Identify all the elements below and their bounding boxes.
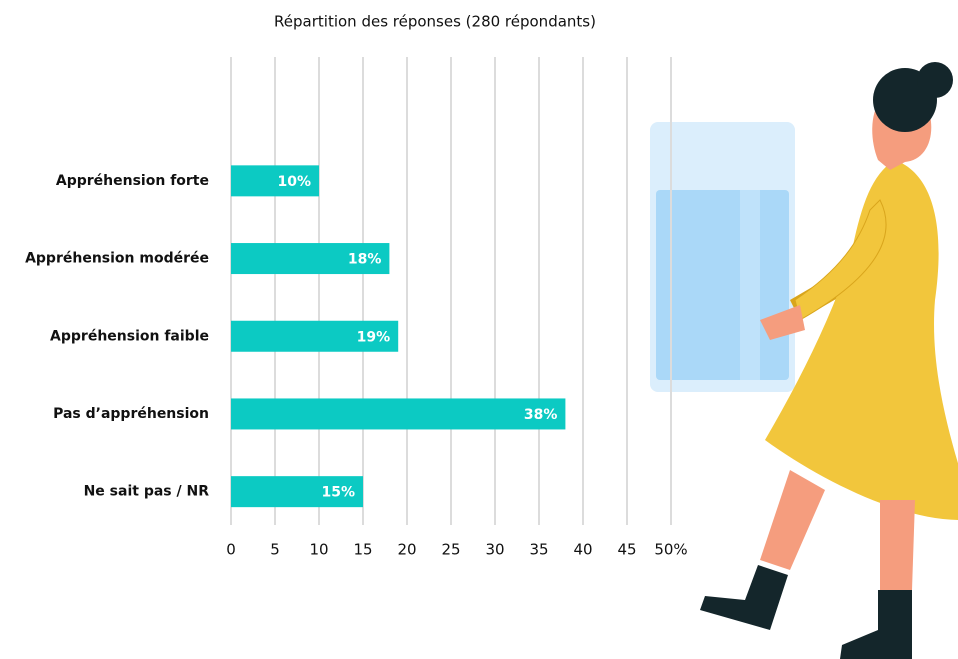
illustration [650,62,958,659]
x-tick-label: 30 [485,541,504,559]
x-tick-label: 40 [573,541,592,559]
x-tick-label: 45 [617,541,636,559]
x-tick-label: 15 [353,541,372,559]
x-tick-label: 5 [270,541,280,559]
value-label: 15% [321,485,355,501]
boot-back [700,565,788,630]
water [656,190,789,380]
category-label: Appréhension modérée [25,251,209,267]
category-label: Appréhension forte [56,173,209,189]
chart-title: Répartition des réponses (280 répondants… [274,13,596,31]
x-tick-label: 25 [441,541,460,559]
boot-front [840,590,912,659]
category-label: Appréhension faible [50,328,209,344]
x-tick-label: 0 [226,541,236,559]
value-label: 10% [277,174,311,190]
hair-bun [917,62,953,98]
bar [231,398,565,429]
glass-shine [740,190,760,380]
x-tick-label: 20 [397,541,416,559]
x-tick-label: 35 [529,541,548,559]
leg-front [880,500,915,590]
x-tick-label: 10 [309,541,328,559]
chart: Répartition des réponses (280 répondants… [0,0,958,659]
x-tick-label: 50% [654,541,687,559]
value-label: 18% [348,252,382,268]
leg-back [760,470,825,570]
category-label: Pas d’appréhension [53,406,209,422]
category-label: Ne sait pas / NR [84,484,210,500]
value-label: 38% [524,407,558,423]
value-label: 19% [357,329,391,345]
